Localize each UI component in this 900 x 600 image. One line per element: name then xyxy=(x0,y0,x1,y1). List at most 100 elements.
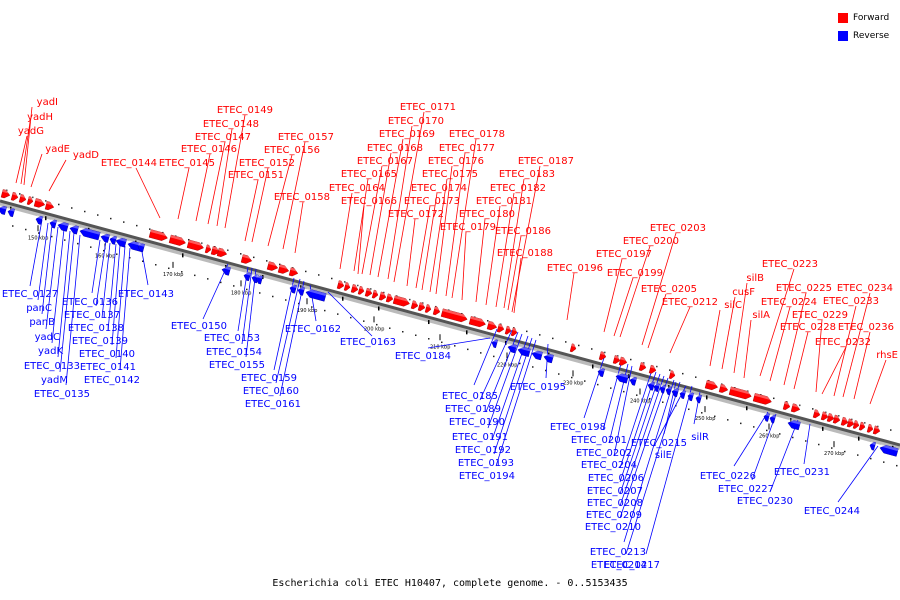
reverse-gene-label: ETEC_0202 xyxy=(576,448,632,459)
leader-line xyxy=(387,125,413,280)
scale-dot xyxy=(877,425,879,428)
scale-dot xyxy=(207,278,209,280)
reverse-gene-arrow xyxy=(127,240,143,252)
leader-line xyxy=(294,201,304,254)
scale-dot xyxy=(363,320,365,322)
reverse-gene-arrow xyxy=(543,352,554,364)
leader-line xyxy=(177,167,190,220)
reverse-gene-arrow xyxy=(695,394,703,404)
reverse-gene-label: ETEC_0192 xyxy=(455,445,511,456)
reverse-gene-label: ETEC_0198 xyxy=(550,422,606,433)
kbp-tick-label: 220 kbp xyxy=(497,362,517,368)
kbp-tick-label: 230 kbp xyxy=(563,380,583,386)
reverse-gene-label: ETEC_0193 xyxy=(458,458,514,469)
reverse-gene-label: ETEC_0162 xyxy=(285,324,341,335)
leader-line xyxy=(377,138,404,278)
forward-gene-label: ETEC_0203 xyxy=(650,223,706,234)
scale-dot xyxy=(344,281,346,283)
forward-gene-arrow xyxy=(648,364,657,374)
forward-gene-label: ETEC_0172 xyxy=(388,209,444,220)
scale-dot xyxy=(630,358,632,361)
scale-dot xyxy=(259,292,261,294)
leader-line xyxy=(415,205,431,289)
forward-gene-label: ETEC_0158 xyxy=(274,192,330,203)
legend-reverse: Reverse xyxy=(838,27,889,45)
feature-tick xyxy=(428,320,430,325)
reverse-gene-arrow xyxy=(221,265,231,276)
forward-gene-arrow xyxy=(852,420,860,429)
leader-line xyxy=(245,268,257,358)
leader-line xyxy=(821,346,847,395)
reverse-gene-label: ETEC_0244 xyxy=(804,506,860,517)
leader-line xyxy=(202,263,229,320)
reverse-gene-arrow xyxy=(305,288,327,302)
leader-line xyxy=(107,243,117,332)
leader-line xyxy=(793,331,809,390)
reverse-gene-arrow xyxy=(289,284,297,294)
scale-dot xyxy=(480,352,482,354)
reverse-gene-arrow xyxy=(679,389,687,400)
scale-dot xyxy=(305,270,307,273)
scale-dot xyxy=(565,341,567,343)
reverse-gene-label: ETEC_0217 xyxy=(604,560,660,571)
reverse-gene-label: ETEC_0160 xyxy=(243,386,299,397)
scale-dot xyxy=(838,415,840,417)
reverse-gene-arrow xyxy=(137,242,145,253)
leader-line xyxy=(244,179,259,242)
reverse-gene-arrow xyxy=(35,215,43,225)
scale-dot xyxy=(753,426,755,428)
leader-line xyxy=(721,296,736,370)
leader-line xyxy=(503,178,525,309)
forward-gene-arrow xyxy=(486,320,498,331)
leader-line xyxy=(282,141,306,250)
scale-dot xyxy=(90,246,92,248)
leader-line xyxy=(51,228,65,344)
leader-line xyxy=(216,128,233,227)
forward-gene-label: ETEC_0144 xyxy=(101,158,157,169)
reverse-gene-arrow xyxy=(7,207,15,218)
leader-line xyxy=(45,226,59,330)
forward-gene-label: silB xyxy=(746,273,764,284)
forward-gene-arrow xyxy=(417,302,426,312)
leader-line xyxy=(869,359,887,405)
forward-gene-arrow xyxy=(612,355,621,364)
forward-gene-label: ETEC_0171 xyxy=(400,102,456,113)
legend-reverse-label: Reverse xyxy=(853,31,890,41)
forward-gene-label: ETEC_0200 xyxy=(623,236,679,247)
leader-line xyxy=(275,278,301,384)
scale-dot xyxy=(571,376,573,379)
scale-dot xyxy=(623,390,625,393)
leader-line xyxy=(37,222,49,301)
scale-dot xyxy=(890,429,892,431)
forward-gene-label: ETEC_0145 xyxy=(159,158,215,169)
leader-line xyxy=(339,192,353,270)
forward-swatch xyxy=(838,13,848,23)
scale-dot xyxy=(246,288,248,291)
leader-line xyxy=(613,277,634,337)
forward-gene-arrow xyxy=(26,196,34,205)
scale-dot xyxy=(272,295,274,298)
scale-dot xyxy=(779,433,781,435)
forward-gene-arrow xyxy=(378,291,387,301)
reverse-gene-label: ETEC_0161 xyxy=(245,399,301,410)
scale-dot xyxy=(279,263,281,266)
forward-gene-arrow xyxy=(504,325,512,335)
scale-dot xyxy=(136,224,138,227)
leader-line xyxy=(783,292,807,386)
reverse-gene-label: ETEC_0213 xyxy=(590,547,646,558)
reverse-gene-label: ETEC_0214 xyxy=(591,560,647,571)
scale-dot xyxy=(331,277,333,280)
scale-dot xyxy=(487,320,489,322)
scale-dot xyxy=(695,376,697,378)
forward-gene-arrow xyxy=(216,247,228,257)
forward-gene-arrow xyxy=(371,289,379,299)
kbp-tick-label: 180 kbp xyxy=(231,290,251,296)
scale-dot xyxy=(636,394,638,396)
forward-gene-arrow xyxy=(44,201,55,211)
forward-gene-arrow xyxy=(812,409,821,419)
reverse-gene-arrow xyxy=(597,367,605,378)
scale-dot xyxy=(610,387,612,389)
leader-line xyxy=(29,219,43,287)
reverse-gene-arrow xyxy=(869,441,877,451)
scale-dot xyxy=(233,285,235,287)
